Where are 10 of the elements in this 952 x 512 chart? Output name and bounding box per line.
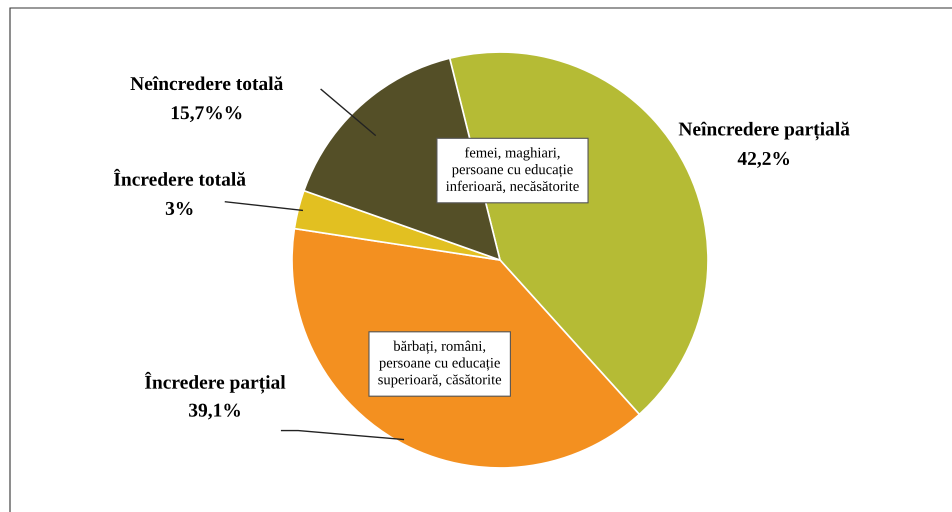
slice-label: Neîncredere parțială [678, 122, 850, 140]
text: femei, maghiari, persoane cu educație inferioară, necăsătorite [446, 147, 579, 194]
data-label: 3% [166, 202, 192, 216]
slice-label: Încredere parțial [145, 372, 286, 394]
slice-label: Neîncredere totală [130, 76, 284, 90]
slice-label: Încredere totală [114, 168, 246, 186]
text: bărbați, români, persoane cu educație superioară, căsătorite [378, 340, 502, 388]
data-label: 39,1% [189, 404, 240, 420]
data-label: 42,2% [738, 152, 790, 168]
data-label: 15,7%% [172, 106, 242, 122]
